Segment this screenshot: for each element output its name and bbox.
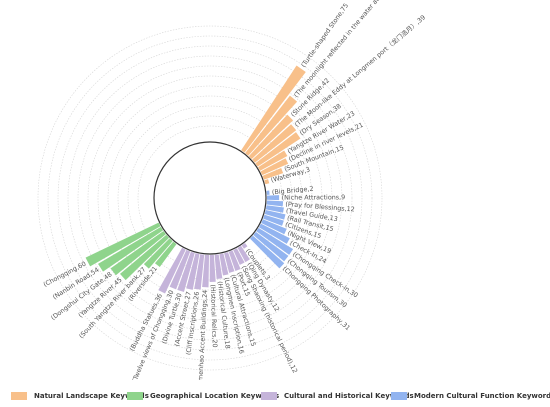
grid-ring: [107, 95, 313, 301]
bar-2-0: [241, 243, 248, 249]
bar-2-12: [169, 249, 191, 290]
bar-0-6: [248, 114, 294, 160]
bar-0-1: [262, 167, 284, 180]
center-axis-ring: [153, 141, 267, 255]
bar-1-5: [263, 214, 284, 226]
bar-2-3: [228, 250, 241, 271]
bar-3-3: [110, 230, 166, 276]
bar-0-0: [264, 179, 270, 185]
bar-2-2: [233, 248, 245, 265]
bar-1-1: [266, 195, 280, 201]
grid-ring: [97, 85, 323, 311]
bar-1-8: [256, 227, 294, 255]
bar-0-5: [252, 124, 297, 163]
grid-ring: [47, 35, 373, 361]
bar-2-6: [214, 254, 223, 280]
bar-3-1: [143, 238, 173, 269]
bar-2-9: [194, 254, 205, 290]
bar-label-1-1: (Niche Attractions,9: [282, 193, 346, 201]
grid-ring: [77, 65, 343, 331]
bar-2-4: [224, 252, 235, 273]
legend-label-natural-landscape: Natural Landscape Keywords: [34, 392, 149, 400]
grid-ring: [67, 55, 353, 341]
legend-swatch-natural-landscape: [11, 392, 27, 400]
radial-bar-plot: (Waterway,3(South Mountain,15(Decline in…: [37, 0, 442, 380]
grid-ring: [57, 45, 363, 351]
bar-0-3: [258, 150, 288, 171]
chart-legend: Natural Landscape Keywords Geographical …: [0, 389, 550, 403]
bar-1-6: [261, 219, 287, 235]
bar-1-9: [253, 231, 289, 262]
bar-2-11: [177, 251, 195, 292]
bar-3-0: [154, 241, 177, 268]
bar-2-5: [219, 253, 229, 276]
grid-ring: [37, 25, 383, 371]
legend-label-modern-cultural-function: Modern Cultural Function Keywords: [414, 392, 550, 400]
bar-1-3: [265, 205, 284, 213]
bar-2-7: [209, 254, 216, 282]
legend-item-geographical-location: Geographical Location Keywords: [127, 389, 279, 403]
bar-1-4: [264, 210, 286, 220]
bar-1-7: [258, 223, 290, 244]
grid-ring: [87, 75, 333, 321]
bar-0-8: [241, 65, 306, 153]
bar-0-4: [255, 132, 301, 167]
bar-2-10: [186, 253, 200, 290]
legend-label-geographical-location: Geographical Location Keywords: [150, 392, 280, 400]
bar-2-1: [237, 245, 250, 263]
bar-1-10: [250, 235, 285, 269]
bar-1-2: [266, 200, 284, 207]
grid-ring: [127, 115, 293, 281]
bar-3-5: [85, 222, 161, 267]
bar-0-2: [260, 158, 289, 176]
legend-swatch-cultural-historical: [261, 392, 277, 400]
bar-label-1-0: (Big Bridge,2: [272, 185, 314, 197]
legend-label-cultural-historical: Cultural and Historical Keywords: [284, 392, 414, 400]
bar-3-4: [98, 226, 164, 272]
legend-item-modern-cultural-function: Modern Cultural Function Keywords: [391, 389, 550, 403]
bar-3-2: [120, 234, 170, 281]
legend-item-natural-landscape: Natural Landscape Keywords: [11, 389, 149, 403]
legend-item-cultural-historical: Cultural and Historical Keywords: [261, 389, 414, 403]
bar-0-7: [245, 95, 298, 156]
bar-2-8: [202, 254, 210, 288]
legend-swatch-modern-cultural-function: [391, 392, 407, 400]
bar-2-13: [158, 247, 186, 294]
grid-ring: [117, 105, 303, 291]
bar-1-0: [266, 190, 270, 195]
bar-label-2-7: (Historical Relics,20: [209, 284, 219, 347]
legend-swatch-geographical-location: [127, 392, 143, 400]
